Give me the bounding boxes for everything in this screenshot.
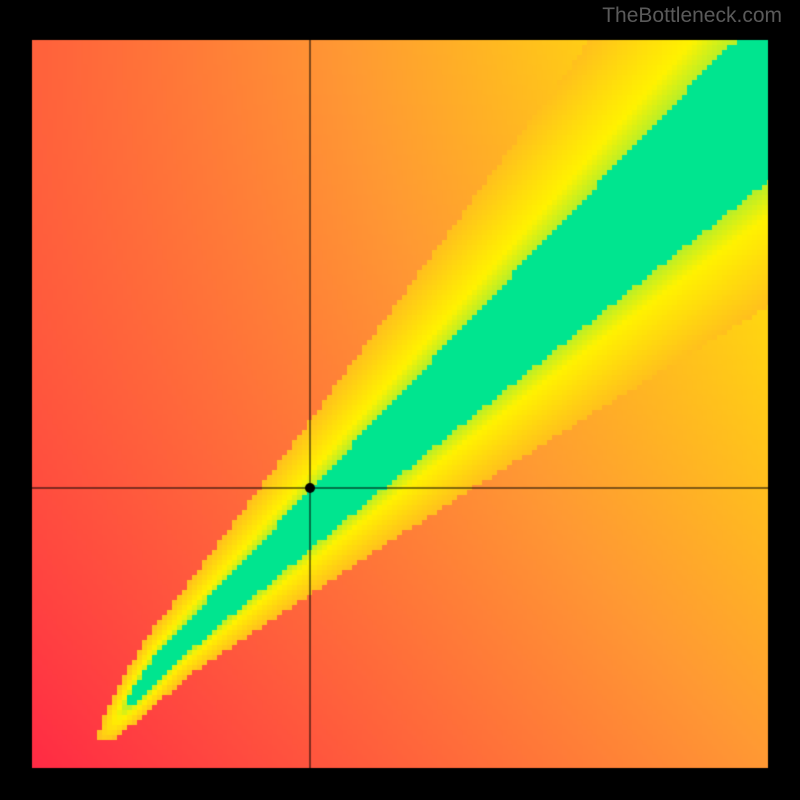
bottleneck-heatmap — [0, 0, 800, 800]
chart-container: TheBottleneck.com — [0, 0, 800, 800]
watermark-text: TheBottleneck.com — [602, 4, 782, 28]
